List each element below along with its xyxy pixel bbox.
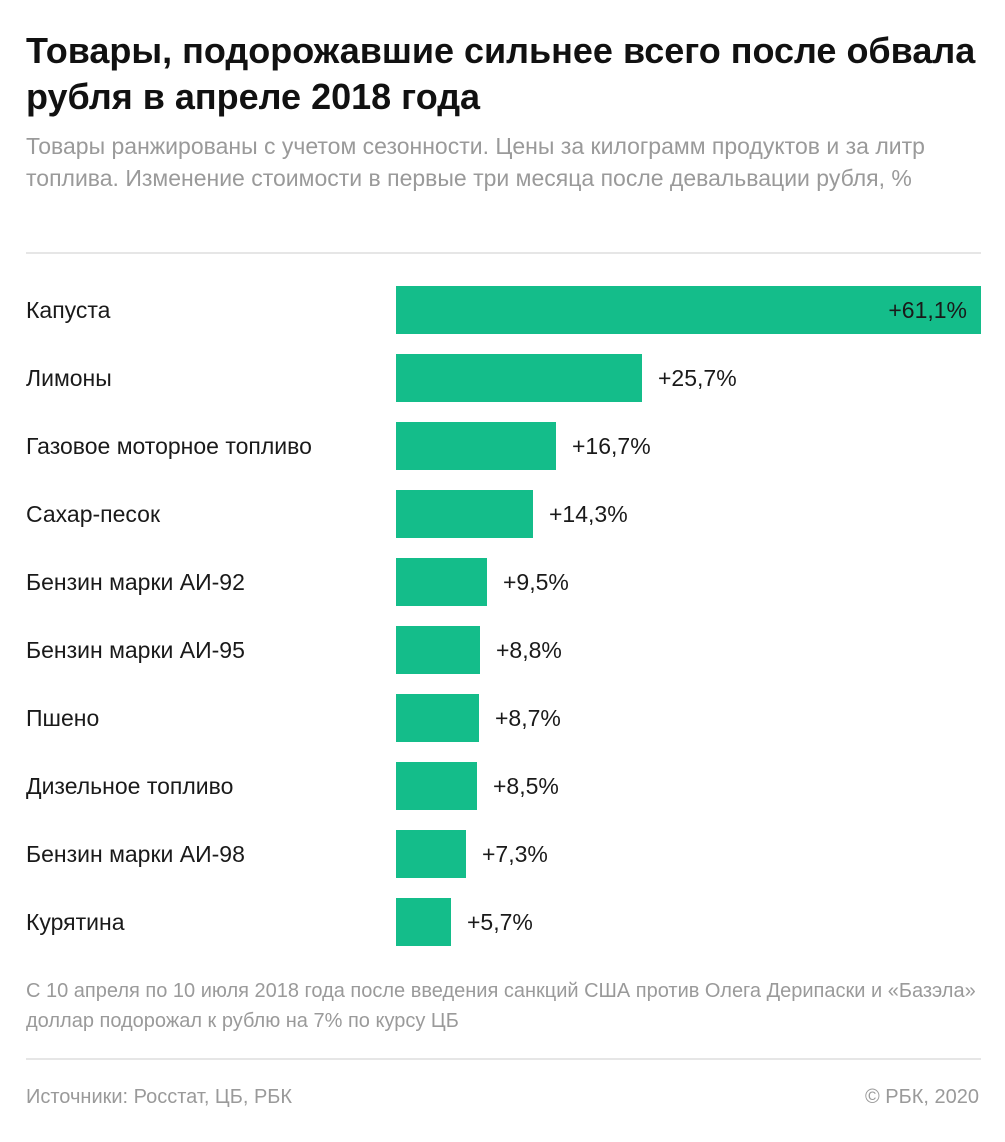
category-label: Дизельное топливо: [26, 773, 233, 799]
value-label: +16,7%: [572, 433, 651, 459]
value-label: +7,3%: [482, 841, 548, 867]
bar: [396, 354, 642, 402]
category-label: Пшено: [26, 705, 99, 731]
chart-subtitle: Товары ранжированы с учетом сезонности. …: [26, 133, 925, 191]
value-label: +8,7%: [495, 705, 561, 731]
value-label: +5,7%: [467, 909, 533, 935]
value-label: +9,5%: [503, 569, 569, 595]
value-label: +61,1%: [888, 297, 967, 323]
bar: [396, 286, 981, 334]
bar: [396, 422, 556, 470]
bottom-divider: [26, 1058, 981, 1060]
category-label: Бензин марки АИ-92: [26, 569, 245, 595]
bar: [396, 830, 466, 878]
value-label: +25,7%: [658, 365, 737, 391]
value-label: +14,3%: [549, 501, 628, 527]
bar-chart: Капуста +61,1% Лимоны +25,7% Газовое моторно…: [26, 286, 981, 946]
bar: [396, 694, 479, 742]
category-label: Капуста: [26, 297, 111, 323]
top-divider: [26, 252, 981, 254]
chart-title: Товары, подорожавшие сильнее всего после…: [26, 30, 976, 117]
value-label: +8,8%: [496, 637, 562, 663]
bar: [396, 762, 477, 810]
value-label: +8,5%: [493, 773, 559, 799]
footnote: С 10 апреля по 10 июля 2018 года после в…: [26, 980, 976, 1032]
bar: [396, 626, 480, 674]
category-label: Бензин марки АИ-95: [26, 637, 245, 663]
category-label: Газовое моторное топливо: [26, 433, 312, 459]
bar: [396, 490, 533, 538]
category-label: Курятина: [26, 909, 125, 935]
copyright-text: © РБК, 2020: [864, 1086, 979, 1108]
bar: [396, 558, 487, 606]
category-label: Бензин марки АИ-98: [26, 841, 245, 867]
source-text: Источники: Росстат, ЦБ, РБК: [26, 1086, 293, 1108]
bar: [396, 898, 451, 946]
category-label: Сахар-песок: [26, 501, 161, 527]
category-label: Лимоны: [26, 365, 112, 391]
